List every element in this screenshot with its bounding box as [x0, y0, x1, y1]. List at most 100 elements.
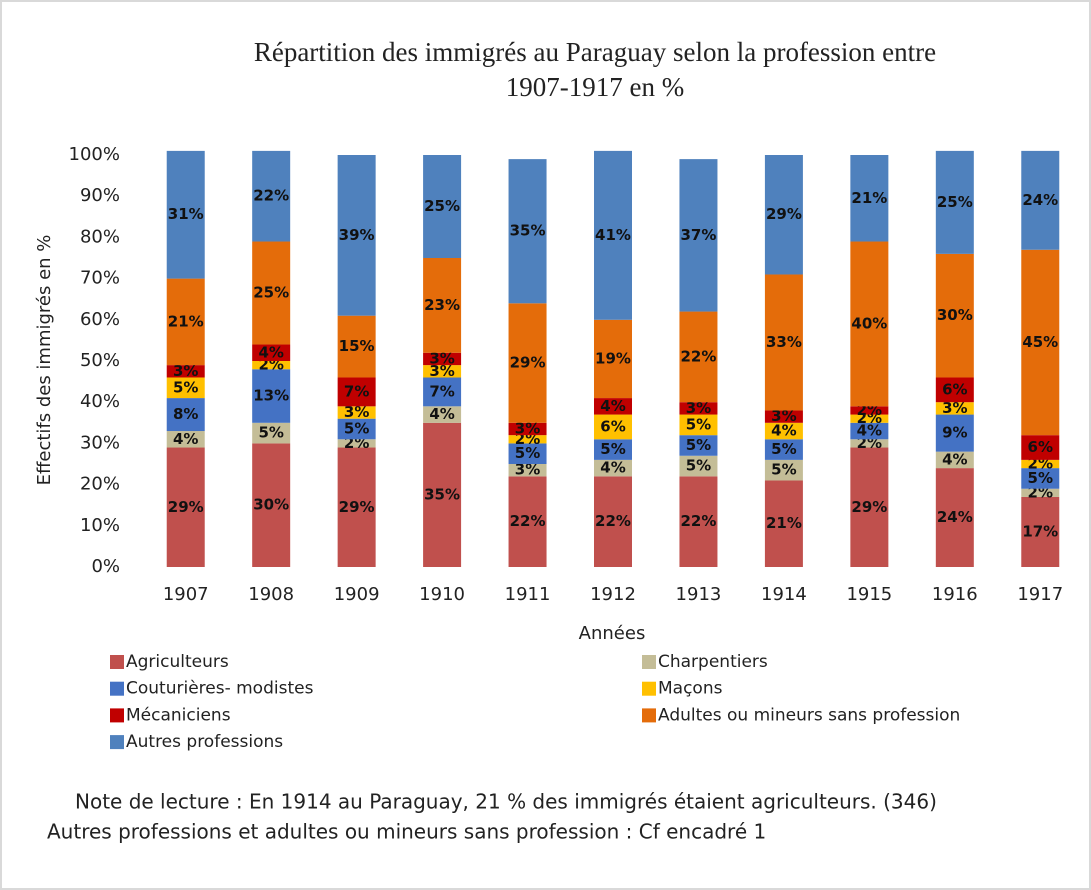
bar-segment [1021, 459, 1060, 469]
y-tick-label: 50% [80, 350, 120, 371]
data-label: 3% [173, 362, 198, 380]
y-tick-label: 70% [80, 268, 120, 289]
bar-segment [508, 159, 547, 304]
data-label: 5% [771, 440, 796, 458]
data-label: 6% [942, 380, 967, 398]
chart-title: Répartition des immigrés au Paraguay sel… [254, 37, 936, 67]
legend-label: Charpentiers [658, 652, 768, 672]
x-tick-label: 1912 [590, 584, 636, 605]
data-label: 3% [429, 362, 454, 380]
bar-segment [935, 377, 974, 403]
bar-segment [423, 365, 462, 378]
data-label: 5% [515, 444, 540, 462]
bar-segment [679, 435, 718, 456]
bar-segment [764, 480, 803, 567]
bar-segment [423, 406, 462, 423]
bar-segment [850, 414, 889, 423]
bar-segment [935, 451, 974, 469]
y-tick-label: 20% [80, 474, 120, 495]
bar-segment [508, 303, 547, 423]
bar-segment [850, 406, 889, 415]
bar-segment [679, 402, 718, 415]
data-label: 5% [686, 436, 711, 454]
data-label: 31% [168, 205, 204, 223]
bar-segment [764, 410, 803, 423]
data-label: 3% [344, 403, 369, 421]
x-tick-label: 1917 [1017, 584, 1063, 605]
bar-segment [1021, 150, 1060, 250]
data-label: 29% [168, 498, 204, 516]
data-label: 21% [851, 189, 887, 207]
bar-segment [850, 439, 889, 448]
bar-segment [850, 447, 889, 567]
data-label: 23% [424, 296, 460, 314]
bar-segment [594, 414, 632, 440]
bar-segment [850, 422, 889, 440]
bar-segment [508, 476, 547, 567]
bar-segment [764, 459, 803, 481]
data-label: 5% [686, 415, 711, 433]
data-label: 21% [766, 514, 802, 532]
data-label: 4% [600, 397, 625, 415]
bar-segment [337, 155, 376, 316]
bar-segment [764, 439, 803, 460]
legend-label: Mécaniciens [126, 705, 231, 725]
bar-segment [935, 468, 974, 567]
x-axis-title: Années [579, 623, 646, 644]
data-label: 8% [173, 405, 198, 423]
bar-segment [166, 377, 205, 399]
bar-segment [252, 150, 291, 242]
legend-label: Adultes ou mineurs sans profession [658, 705, 960, 725]
data-label: 21% [168, 312, 204, 330]
bar-segment [1021, 468, 1060, 489]
data-label: 22% [510, 512, 546, 530]
bar-segment [1021, 488, 1060, 497]
bar-segment [935, 253, 974, 378]
data-label: 25% [253, 284, 289, 302]
data-label: 25% [424, 197, 460, 215]
bar-segment [337, 418, 376, 440]
bar-segment [252, 422, 291, 444]
data-label: 6% [600, 417, 625, 435]
y-tick-label: 90% [80, 185, 120, 206]
data-label: 5% [344, 419, 369, 437]
data-label: 4% [857, 422, 882, 440]
note: Autres professions et adultes ou mineurs… [47, 820, 766, 844]
x-tick-label: 1916 [932, 584, 978, 605]
data-label: 24% [937, 508, 973, 526]
bar-segment [594, 439, 632, 460]
data-label: 22% [681, 512, 717, 530]
data-label: 3% [942, 399, 967, 417]
legend-label: Autres professions [126, 732, 283, 752]
data-label: 5% [173, 378, 198, 396]
bar-segment [166, 278, 205, 366]
data-label: 45% [1022, 333, 1058, 351]
data-label: 4% [258, 343, 283, 361]
legend-label: Couturières- modistes [126, 679, 314, 699]
bar-segment [594, 398, 632, 415]
bar-segment [679, 476, 718, 567]
bar-segment [1021, 496, 1060, 567]
y-axis-title: Effectifs des immigrés en % [34, 235, 55, 486]
x-tick-label: 1909 [334, 584, 380, 605]
bar-segment [764, 155, 803, 275]
bar-segment [764, 422, 803, 440]
y-tick-label: 60% [80, 309, 120, 330]
x-tick-label: 1915 [846, 584, 892, 605]
bar-segment [252, 443, 291, 567]
bar-segment [594, 319, 632, 399]
data-label: 17% [1022, 522, 1058, 540]
legend-label: Maçons [658, 679, 723, 699]
bar-segment [594, 150, 632, 320]
legend-swatch [642, 681, 656, 696]
note: Note de lecture : En 1914 au Paraguay, 2… [75, 790, 937, 814]
bar-segment [508, 464, 547, 477]
data-label: 15% [339, 337, 375, 355]
data-label: 4% [429, 405, 454, 423]
bar-segment [423, 352, 462, 366]
bar-segment [166, 150, 205, 279]
data-label: 30% [937, 306, 973, 324]
bar-segment [337, 447, 376, 567]
y-tick-label: 0% [91, 556, 120, 577]
